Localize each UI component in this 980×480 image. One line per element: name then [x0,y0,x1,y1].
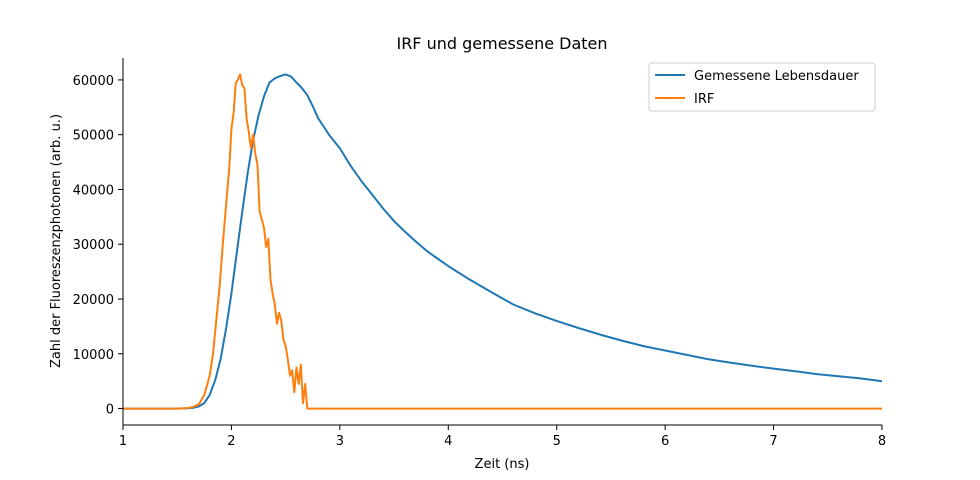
x-axis-label: Zeit (ns) [475,457,530,472]
x-tick-label: 6 [661,434,669,449]
legend-box [648,62,876,112]
x-tick-label: 2 [227,434,235,449]
series-line-measured [123,73,883,410]
legend-label-irf: IRF [694,92,714,107]
x-tick-label: 7 [769,434,777,449]
y-tick-label: 50000 [73,129,114,144]
y-tick-label: 10000 [73,348,114,363]
y-tick-label: 0 [106,403,114,418]
x-tick-label: 1 [119,434,127,449]
x-tick-label: 3 [336,434,344,449]
chart-title: IRF und gemessene Daten [396,34,607,53]
x-tick-label: 5 [553,434,561,449]
y-tick-label: 40000 [73,183,114,198]
y-tick-label: 60000 [73,74,114,89]
y-axis-label: Zahl der Fluoreszenzphotonen (arb. u.) [49,114,64,368]
series-layer [123,73,883,410]
y-tick-label: 20000 [73,293,114,308]
y-ticks: 0 10000 20000 30000 40000 50000 60000 [73,74,123,418]
x-ticks: 1 2 3 4 5 6 7 8 [119,425,886,449]
legend: Gemessene Lebensdauer IRF [648,62,876,112]
legend-label-measured: Gemessene Lebensdauer [694,69,859,84]
y-tick-label: 30000 [73,238,114,253]
x-tick-label: 4 [444,434,452,449]
series-line-irf [123,73,882,410]
x-tick-label: 8 [878,434,886,449]
